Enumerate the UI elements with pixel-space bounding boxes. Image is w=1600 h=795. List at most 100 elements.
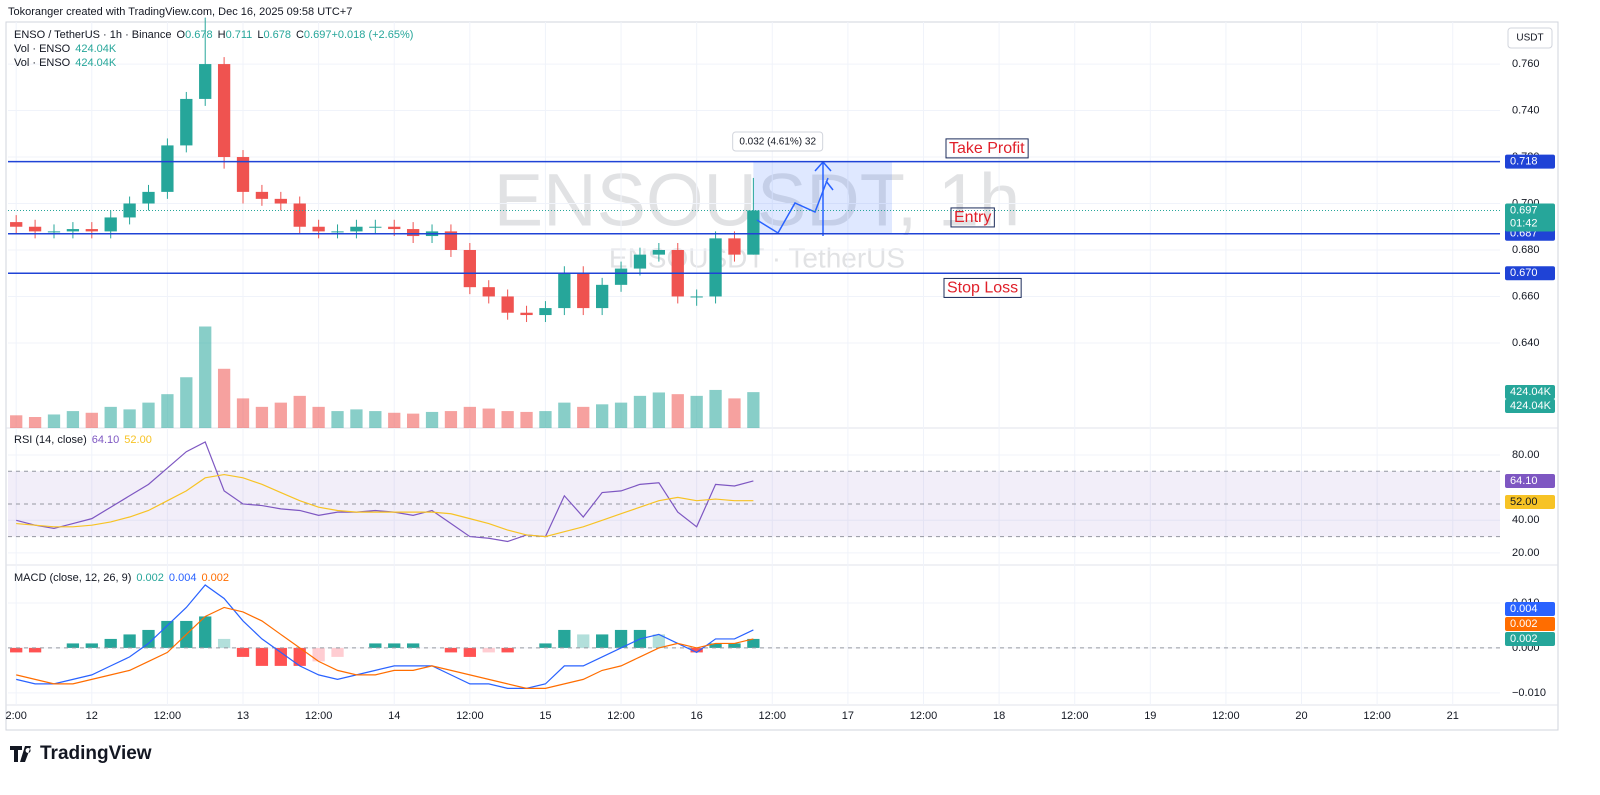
histogram-bar <box>293 647 306 666</box>
x-tick-label: 12:00 <box>456 710 484 722</box>
volume-bar <box>66 411 80 428</box>
candle-body <box>142 191 155 204</box>
volume-bar <box>255 406 269 428</box>
volume-bar <box>180 377 193 428</box>
level-name-box <box>950 207 995 228</box>
indicator-line <box>16 606 754 689</box>
histogram-bar <box>652 634 666 648</box>
volume-bar <box>709 389 722 428</box>
candle-body <box>596 284 609 309</box>
histogram-bar <box>123 634 136 648</box>
histogram-bar <box>66 643 80 648</box>
y-tick-label: 0.740 <box>1512 104 1540 116</box>
legend-item: 0.004 <box>169 572 197 584</box>
price-tag <box>1505 632 1555 646</box>
candle-body <box>255 191 269 199</box>
indicator-line <box>16 584 754 689</box>
x-tick-label: 2:00 <box>5 710 26 722</box>
volume-bar <box>28 417 42 428</box>
legend-item: O <box>177 29 186 41</box>
candle-body <box>747 210 760 255</box>
histogram-bar <box>199 616 212 648</box>
price-tag-label: 0.004 <box>1510 603 1538 615</box>
legend: RSI (14, close) 64.10 52.00 <box>14 434 152 446</box>
x-tick-label: 12:00 <box>759 710 787 722</box>
volume-bar <box>558 402 571 428</box>
y-tick-label: 80.00 <box>1512 449 1540 461</box>
countdown: 01:42 <box>1510 217 1538 229</box>
candle-body <box>463 249 476 288</box>
legend-item: H <box>218 29 226 41</box>
volume-bar <box>690 395 703 428</box>
volume-bar <box>425 411 439 428</box>
candle-body <box>558 273 571 309</box>
price-tag-label: 52.00 <box>1510 496 1538 508</box>
x-tick-label: 13 <box>237 710 249 722</box>
histogram-bar <box>444 647 458 653</box>
indicator-line <box>16 441 754 543</box>
candle-body <box>331 231 344 233</box>
x-tick-label: 19 <box>1144 710 1156 722</box>
histogram-bar <box>312 647 325 662</box>
candle-body <box>728 238 741 255</box>
candle-body <box>709 238 722 297</box>
candle-body <box>614 268 628 285</box>
position-label-box <box>732 131 824 152</box>
scale-unit-box[interactable] <box>1507 27 1553 49</box>
candle-body <box>369 226 382 228</box>
candle-body <box>293 203 306 227</box>
legend: MACD (close, 12, 26, 9) 0.002 0.004 0.002 <box>14 572 229 584</box>
candle-body <box>350 226 363 232</box>
volume-bar <box>444 411 458 428</box>
histogram-bar <box>539 643 552 648</box>
position-label: 0.032 (4.61%) 32 <box>739 137 816 148</box>
candle-body <box>199 64 212 99</box>
candle-body <box>482 287 495 297</box>
volume-bar <box>312 406 325 428</box>
y-tick-label: −0.010 <box>1512 687 1546 699</box>
legend-item: C <box>296 29 304 41</box>
candle-body <box>123 203 136 218</box>
legend-item: +0.018 (+2.65%) <box>331 29 413 41</box>
candle-body <box>444 231 458 250</box>
legend-item: ENSO / TetherUS · 1h · Binance <box>14 29 172 41</box>
legend-item: Vol · ENSO <box>14 57 71 69</box>
histogram-bar <box>482 647 495 653</box>
volume-bar <box>217 368 231 428</box>
volume-bar <box>406 413 420 428</box>
price-tag-label: 424.04K <box>1510 386 1552 398</box>
candle-body <box>28 226 42 232</box>
histogram-bar <box>501 647 514 653</box>
legend-item: 64.10 <box>92 434 120 446</box>
volume-bar <box>142 402 155 428</box>
candle-body <box>539 308 552 316</box>
histogram-bar <box>104 638 117 648</box>
legend-item: MACD (close, 12, 26, 9) <box>14 572 131 584</box>
histogram-bar <box>142 629 155 648</box>
volume-bar <box>350 409 363 428</box>
level-name: Entry <box>954 209 991 226</box>
price-tag-label: 0.002 <box>1510 633 1538 645</box>
x-tick-label: 12:00 <box>1061 710 1089 722</box>
last-price-tag <box>1505 203 1555 232</box>
histogram-bar <box>596 634 609 648</box>
volume-bar <box>123 409 136 428</box>
legend-item: 0.678 <box>185 29 213 41</box>
volume-bar <box>747 392 760 428</box>
volume-bar <box>388 412 401 428</box>
x-tick-label: 20 <box>1295 710 1307 722</box>
x-tick-label: 12:00 <box>154 710 182 722</box>
indicator-line <box>16 473 754 538</box>
price-tag <box>1505 266 1555 281</box>
legend-item: 0.711 <box>226 29 253 41</box>
legend-item: RSI (14, close) <box>14 434 87 446</box>
legend: ENSO / TetherUS · 1h · Binance O0.678 H0.7… <box>14 29 413 41</box>
histogram-bar <box>709 643 722 648</box>
volume-bar <box>293 395 306 428</box>
candle-body <box>66 229 80 232</box>
candle-body <box>85 229 98 232</box>
histogram-bar <box>690 647 703 653</box>
legend-item: 0.697 <box>304 29 332 41</box>
legend-item: 424.04K <box>75 43 117 55</box>
legend-item: 0.002 <box>201 572 229 584</box>
